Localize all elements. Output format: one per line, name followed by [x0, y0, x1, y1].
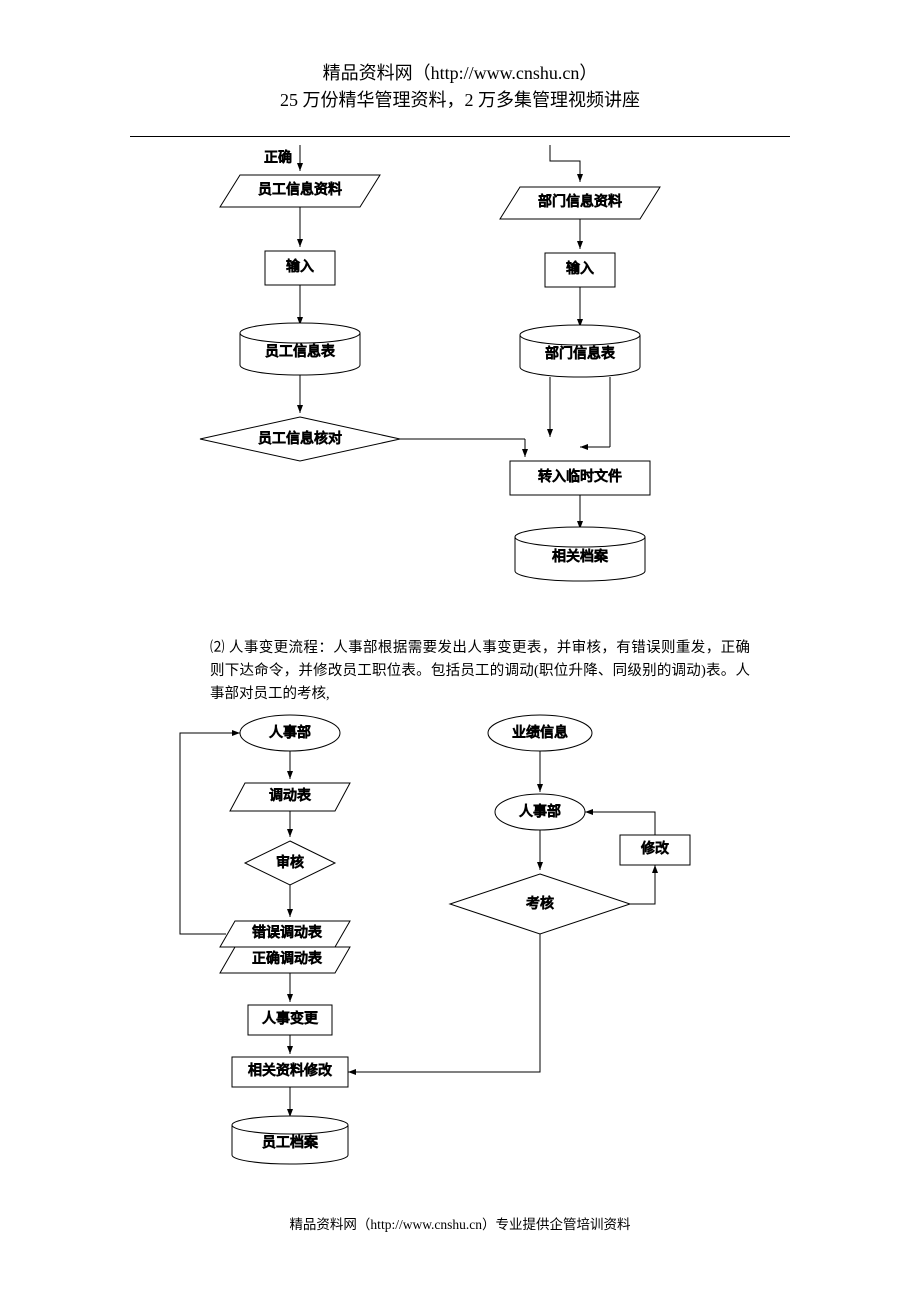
- page: 精品资料网（http://www.cnshu.cn） 25 万份精华管理资料，2…: [0, 0, 920, 1233]
- d1-to-temp: 转入临时文件: [538, 469, 622, 485]
- d1-emp-table: 员工信息表: [265, 343, 335, 360]
- header-line-1: 精品资料网（http://www.cnshu.cn）: [0, 60, 920, 87]
- footer-text: 精品资料网（http://www.cnshu.cn）专业提供企管培训资料: [289, 1217, 630, 1232]
- flowchart-employee-info: 正确 员工信息资料 部门信息资料 输入 输入 员工信息表: [110, 137, 810, 637]
- d2-assess: 考核: [526, 896, 554, 912]
- d2-err-tbl: 错误调动表: [252, 925, 322, 941]
- section-2-body: 人事变更流程：人事部根据需要发出人事变更表，并审核，有错误则重发，正确则下达命令…: [210, 640, 750, 702]
- section-2-text: ⑵ 人事变更流程：人事部根据需要发出人事变更表，并审核，有错误则重发，正确则下达…: [210, 637, 750, 707]
- d1-archive: 相关档案: [552, 548, 608, 565]
- d2-change: 人事变更: [262, 1011, 318, 1027]
- d1-input-right: 输入: [566, 261, 594, 277]
- d2-related: 相关资料修改: [248, 1063, 332, 1079]
- d1-dept-data: 部门信息资料: [538, 193, 622, 210]
- d1-emp-data: 员工信息资料: [258, 181, 342, 198]
- d2-review: 审核: [276, 855, 304, 871]
- page-footer: 精品资料网（http://www.cnshu.cn）专业提供企管培训资料: [0, 1213, 920, 1233]
- flowchart-hr-change: 人事部 调动表 审核 错误调动表 正确调动表 人事变更 相关资料修改: [140, 707, 780, 1187]
- d2-hr-right: 人事部: [519, 804, 561, 820]
- d2-hr-left: 人事部: [269, 725, 311, 741]
- d2-file: 员工档案: [262, 1134, 318, 1151]
- d2-ok-tbl: 正确调动表: [252, 951, 322, 967]
- d2-perf: 业绩信息: [512, 724, 568, 741]
- d1-check: 员工信息核对: [258, 430, 342, 447]
- d2-transfer: 调动表: [269, 788, 311, 804]
- page-header: 精品资料网（http://www.cnshu.cn） 25 万份精华管理资料，2…: [0, 60, 920, 114]
- section-2-num: ⑵: [210, 640, 225, 656]
- d2-modify: 修改: [641, 841, 669, 857]
- header-line-2: 25 万份精华管理资料，2 万多集管理视频讲座: [0, 87, 920, 114]
- d1-dept-table: 部门信息表: [545, 345, 615, 362]
- d1-label-correct: 正确: [264, 150, 292, 166]
- d1-input-left: 输入: [286, 259, 314, 275]
